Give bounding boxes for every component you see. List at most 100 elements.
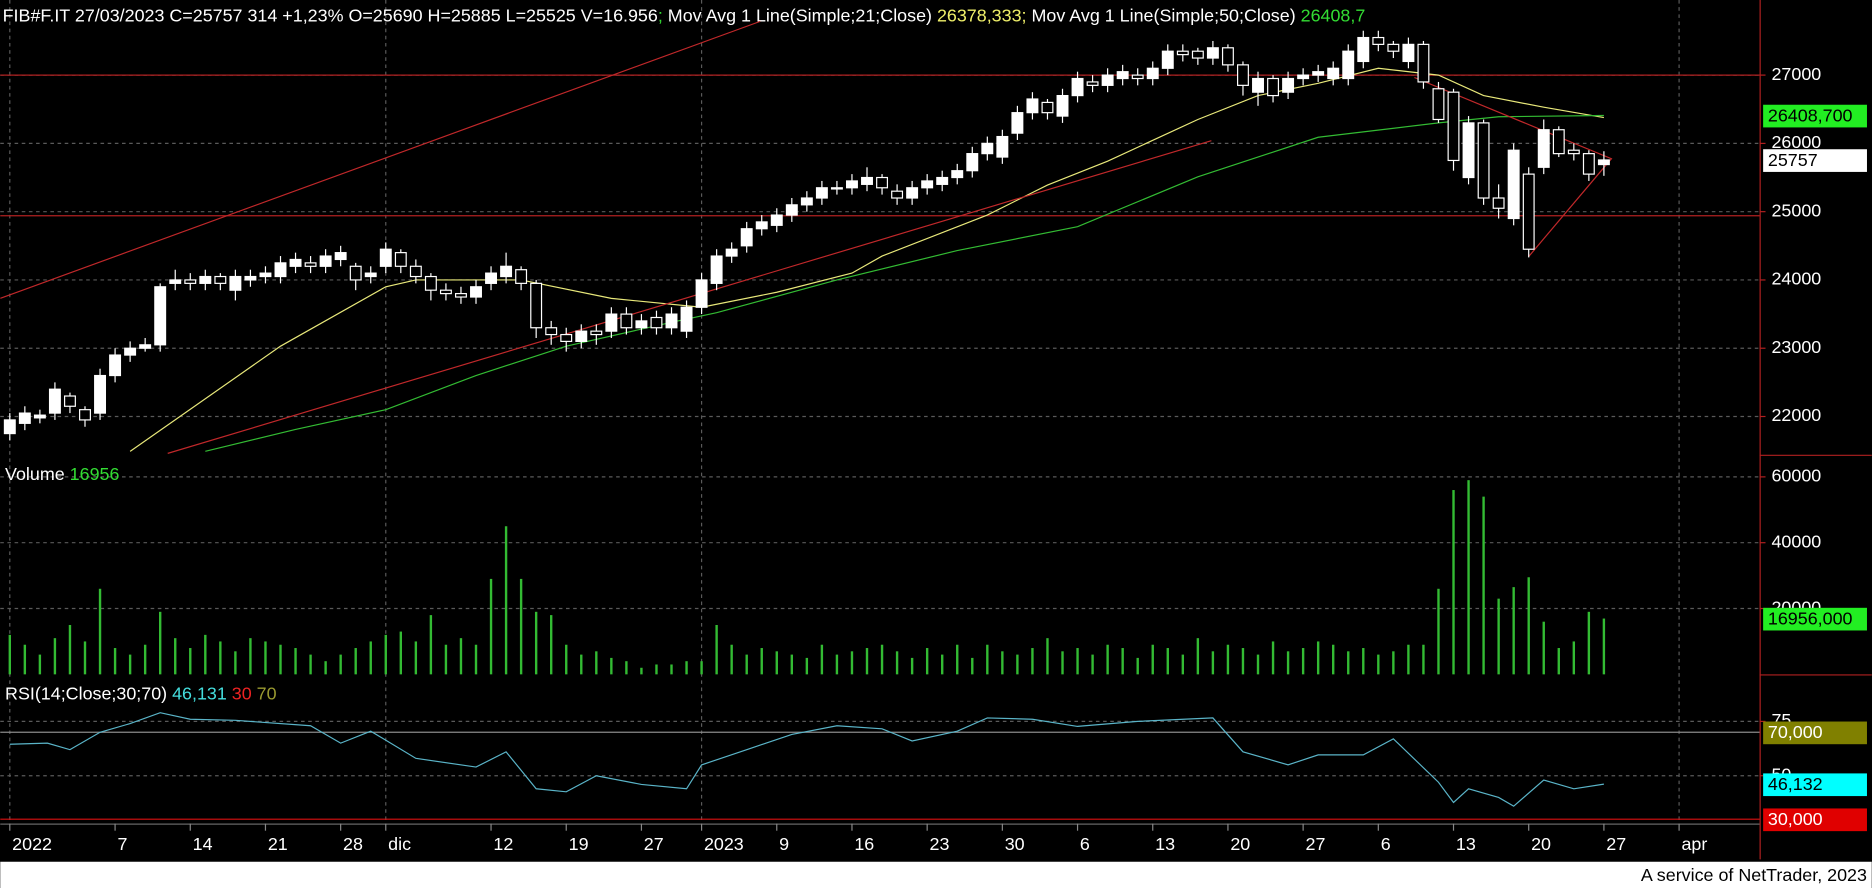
candle-body — [530, 282, 543, 329]
volume-bar — [534, 611, 538, 675]
volume-bar — [23, 644, 27, 675]
value-marker — [1763, 773, 1867, 797]
volume-bar — [309, 654, 312, 675]
volume-bar — [850, 651, 854, 675]
candle-body — [800, 197, 813, 206]
volume-bar — [1106, 644, 1109, 675]
volume-bar — [474, 644, 478, 675]
volume-bar — [610, 657, 613, 675]
volume-bar — [790, 654, 794, 675]
candle-body — [635, 320, 648, 329]
volume-bar — [324, 661, 327, 675]
title-part: FIB#F.IT 27/03/2023 C=25757 314 +1,23% O… — [3, 5, 658, 25]
volume-bar — [1602, 618, 1606, 675]
candle-body — [124, 347, 137, 356]
volume-bar — [910, 657, 914, 675]
volume-bar — [1512, 587, 1515, 675]
volume-bar — [369, 641, 372, 675]
x-tick-label: 13 — [1456, 834, 1476, 854]
volume-bar — [941, 654, 944, 675]
x-tick-label: 12 — [493, 834, 513, 854]
value-marker — [1763, 104, 1867, 128]
candle-body — [846, 180, 858, 189]
candle-body — [154, 286, 167, 346]
volume-bar — [685, 661, 688, 675]
volume-bar — [1286, 651, 1290, 675]
x-tick-label: 2022 — [12, 834, 52, 854]
volume-bar — [159, 611, 162, 675]
volume-bar — [189, 648, 192, 675]
candle-body — [725, 248, 738, 257]
candle-body — [439, 289, 452, 295]
y-tick-label: 24000 — [1771, 269, 1821, 289]
candle-body — [394, 252, 407, 267]
candle-body — [1402, 43, 1415, 63]
x-tick-label: 7 — [117, 834, 127, 854]
candle-body — [1267, 77, 1280, 97]
volume-bar — [1016, 654, 1019, 675]
volume-bar — [489, 578, 493, 675]
candle-body — [470, 286, 482, 298]
candle-body — [665, 313, 678, 329]
candle-body — [1357, 36, 1370, 63]
volume-bar — [1407, 644, 1410, 675]
volume-bar — [1256, 654, 1260, 675]
pane-title: Volume 16956 — [5, 464, 119, 484]
candle-body — [1537, 129, 1550, 168]
candle-body — [921, 180, 934, 189]
candle-body — [515, 269, 528, 284]
title-part: ; — [658, 5, 663, 25]
candle-body — [815, 187, 828, 199]
candle-body — [364, 272, 377, 278]
volume-bar — [1061, 651, 1064, 675]
candle-body — [1041, 101, 1054, 114]
volume-bar — [1226, 644, 1230, 675]
candle-body — [1552, 129, 1565, 155]
candle-body — [1477, 122, 1490, 199]
x-tick-label: 20 — [1230, 834, 1250, 854]
candle-body — [1101, 74, 1114, 86]
x-tick-label: 27 — [1606, 834, 1626, 854]
volume-bar — [655, 664, 658, 675]
candle-body — [94, 374, 107, 414]
title-part: 46,131 — [172, 683, 227, 703]
candle-body — [575, 330, 588, 342]
candle-body — [274, 262, 287, 278]
x-tick-label: 27 — [1306, 834, 1326, 854]
volume-bar — [1181, 654, 1185, 675]
volume-bar — [1046, 638, 1049, 675]
volume-bar — [640, 667, 643, 675]
y-tick-label: 27000 — [1771, 64, 1821, 84]
volume-bar — [8, 634, 12, 675]
volume-bar — [444, 644, 448, 675]
candle-body — [560, 333, 573, 342]
candle-body — [379, 248, 392, 267]
candle-body — [229, 275, 242, 291]
volume-bar — [1166, 648, 1169, 675]
volume-bar — [429, 615, 433, 675]
volume-bar — [1572, 641, 1576, 675]
candle-body — [48, 388, 61, 414]
candle-body — [770, 214, 783, 226]
volume-bar — [835, 654, 839, 675]
candle-body — [1176, 50, 1189, 56]
candle-body — [951, 170, 964, 179]
y-tick-label: 26000 — [1771, 132, 1821, 152]
x-tick-label: 19 — [569, 834, 589, 854]
candle-body — [199, 275, 212, 284]
value-marker — [1763, 808, 1867, 832]
value-marker-label: 30,000 — [1768, 809, 1823, 829]
volume-bar — [128, 654, 132, 675]
volume-bar — [986, 644, 989, 675]
candle-body — [304, 262, 317, 267]
candle-body — [906, 187, 919, 199]
footer-text: A service of NetTrader, 2023 — [1641, 865, 1867, 885]
volume-bar — [1151, 644, 1154, 675]
volume-bar — [1467, 480, 1470, 675]
candle-body — [1432, 88, 1445, 121]
candle-body — [605, 313, 618, 332]
volume-bar — [895, 651, 899, 675]
volume-bar — [264, 641, 267, 675]
candle-body — [1582, 153, 1595, 175]
